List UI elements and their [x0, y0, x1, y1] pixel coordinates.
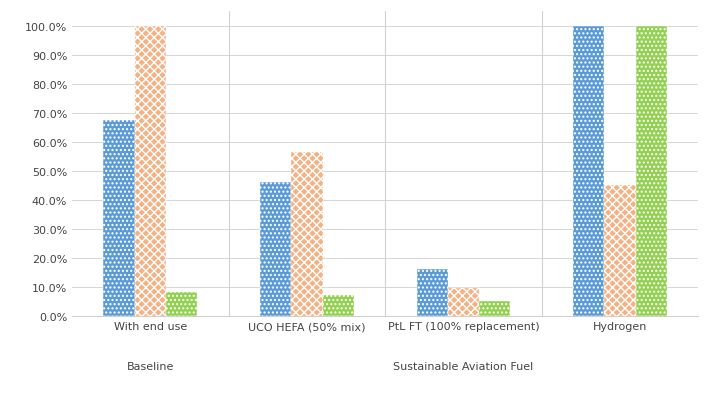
Bar [416, 270, 448, 316]
Bar [323, 296, 354, 316]
Bar [448, 288, 480, 316]
Bar [166, 293, 197, 316]
Bar [480, 301, 510, 316]
Bar [636, 27, 667, 316]
Bar [260, 183, 291, 316]
Bar [573, 27, 604, 316]
Bar [605, 186, 636, 316]
Text: Baseline: Baseline [127, 361, 174, 371]
Text: Sustainable Aviation Fuel: Sustainable Aviation Fuel [393, 361, 534, 371]
Bar [135, 27, 166, 316]
Bar [291, 152, 323, 316]
Bar [104, 121, 135, 316]
